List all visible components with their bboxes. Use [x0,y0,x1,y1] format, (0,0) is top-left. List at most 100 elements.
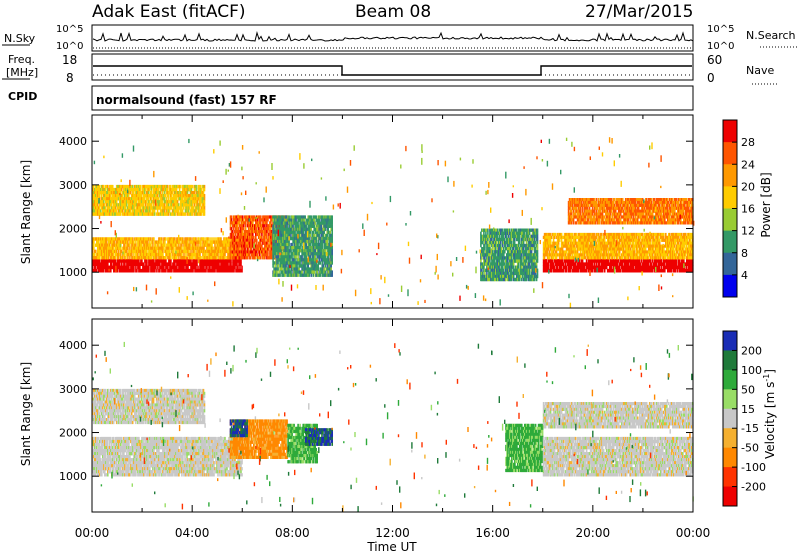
powerData-cell-0 [122,268,124,273]
powerData-cell-1 [159,252,161,257]
powerData-cell-1 [125,246,127,250]
powerData-cell-1 [182,240,184,244]
powerData-cell-1 [119,246,121,250]
powerData-cell-4 [284,273,286,277]
power-data [92,137,695,308]
powerData-cell-0 [141,268,143,273]
powerData-cell-2 [181,209,184,213]
powerData-cell-0 [126,259,128,263]
powerData-cell-1 [211,252,213,257]
powerData-cell-2 [202,191,205,195]
powerData-cell-4 [316,270,318,274]
powerData-cell-2 [171,191,174,195]
powerData-cell-0 [120,268,122,273]
powerData-cell-0 [120,265,122,270]
powerData-cell-1 [144,249,146,254]
powerData-cell-0 [205,268,207,273]
powerData-cell-2 [196,200,199,204]
powerData-cell-1 [108,256,110,260]
powerData-cell-1 [105,246,107,250]
powerData-cell-1 [157,243,159,247]
powerData-cell-0 [206,259,208,263]
powerData-cell-1 [211,256,213,260]
powerData-cell-1 [182,237,184,241]
powerData-cell-0 [150,262,152,266]
powerData-cell-5 [523,231,526,235]
powerData-cell-2 [143,191,146,195]
powerData-cell-1 [130,240,132,244]
powerData-cell-0 [210,262,212,266]
powerData-cell-1 [96,243,98,247]
powerData-cell-1 [97,246,99,250]
powerData-cell-5 [513,240,516,245]
powerData-cell-1 [141,256,143,260]
powerData-cell-1 [209,252,211,257]
powerData-cell-5 [495,247,497,251]
powerData-cell-0 [220,259,222,263]
powerData-cell-4 [326,239,328,244]
powerData-cell-0 [216,268,218,273]
powerData-cell-1 [100,237,102,241]
powerData-cell-1 [192,256,194,260]
powerData-cell-1 [96,256,98,260]
powerData-cell-1 [173,256,175,260]
powerData-cell-0 [154,262,156,266]
powerData-cell-1 [130,249,132,254]
powerData-cell-1 [216,256,218,260]
powerData-cell-1 [206,246,208,250]
powerData-cell-1 [125,237,127,241]
powerData-cell-1 [109,243,111,247]
powerData-cell-1 [193,252,195,257]
powerData-cell-1 [163,243,165,247]
powerData-cell-1 [206,249,208,254]
powerData-cell-0 [94,265,96,270]
powerData-cell-0 [223,262,225,266]
powerData-cell-1 [97,256,99,260]
powerData-cell-1 [119,237,121,241]
powerData-cell-0 [135,262,137,266]
powerData-cell-0 [215,259,217,263]
powerData-cell-0 [232,265,234,270]
powerData-cell-0 [117,265,119,270]
powerData-cell-5 [510,268,513,272]
nsky-tick-top: 10^5 [56,24,83,35]
powerData-cell-1 [180,237,182,241]
powerData-cell-0 [225,259,227,263]
powerData-cell-5 [487,228,489,232]
powerData-cell-4 [331,258,333,262]
powerData-cell-0 [97,265,99,270]
powerData-cell-0 [170,265,172,270]
powerData-cell-0 [240,262,242,266]
powerData-cell-1 [184,246,186,250]
powerData-cell-2 [99,206,101,210]
powerData-cell-1 [97,252,99,257]
powerData-cell-1 [150,256,152,260]
powerData-cell-1 [216,240,218,244]
powerData-cell-2 [203,212,206,216]
powerData-cell-2 [203,197,206,201]
powerData-cell-0 [152,259,154,263]
powerData-cell-0 [133,268,135,273]
powerData-cell-1 [152,249,154,254]
powerData-cell-1 [178,246,180,250]
powerData-cell-1 [92,256,94,260]
powerData-cell-1 [202,240,204,244]
powerData-cell-1 [176,240,178,244]
powerData-cell-2 [148,187,151,192]
powerData-cell-1 [112,243,114,247]
powerData-cell-1 [224,246,226,250]
powerData-cell-1 [214,256,216,260]
powerData-cell-4 [324,227,326,232]
powerData-cell-1 [218,256,220,260]
powerData-cell-4 [275,224,277,228]
powerData-cell-2 [107,184,109,189]
powerData-cell-1 [123,249,125,254]
powerData-cell-1 [186,249,188,254]
powerData-cell-1 [96,252,98,257]
powerData-cell-1 [202,243,204,247]
powerData-cell-1 [143,237,145,241]
powerData-cell-0 [128,259,130,263]
powerData-cell-5 [513,237,516,242]
powerData-cell-0 [232,259,234,263]
powerData-cell-1 [171,249,173,254]
